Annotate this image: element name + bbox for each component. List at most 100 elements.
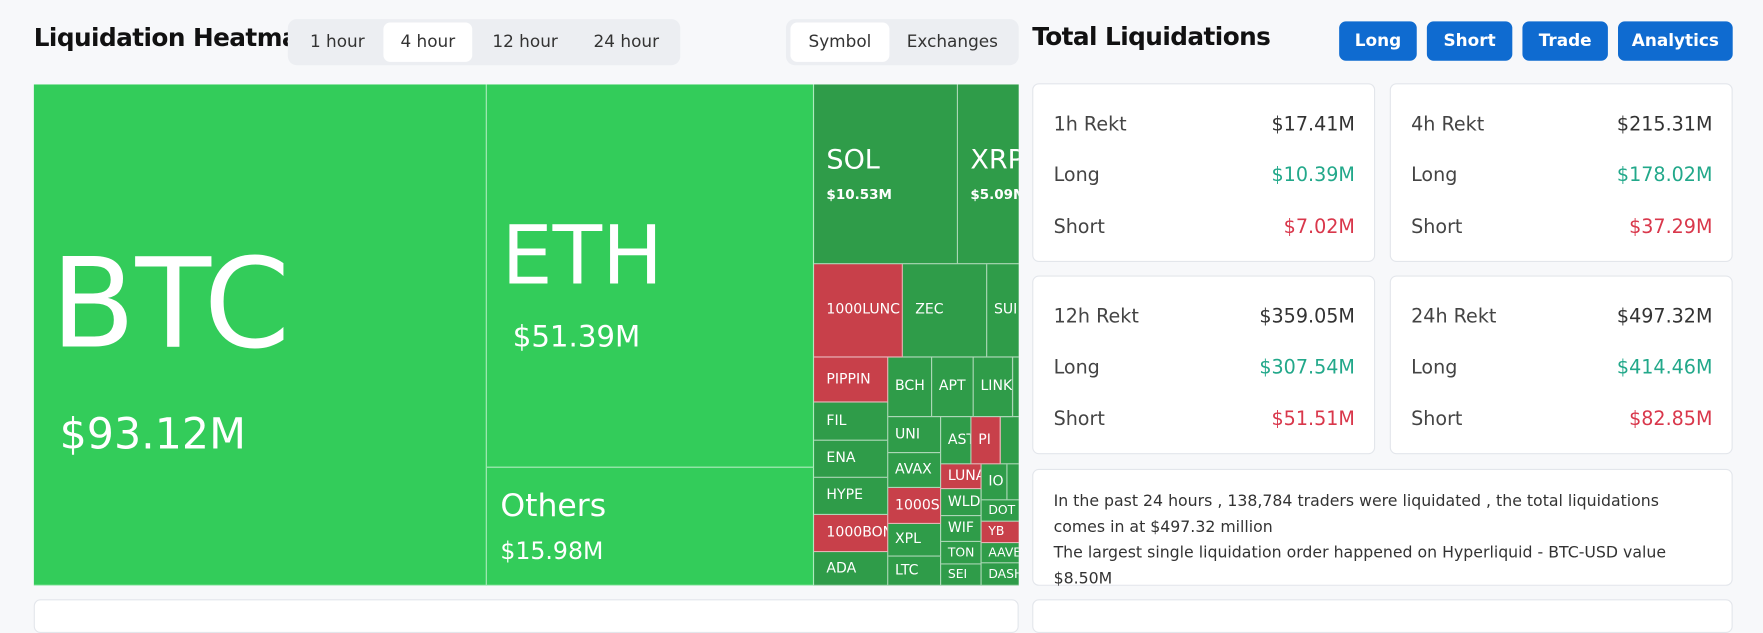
stat-row: Long $414.46M [1411, 356, 1712, 378]
stat-row: 12h Rekt $359.05M [1054, 306, 1355, 328]
tile-label: PIPPIN [826, 369, 871, 387]
tile-label: BCH [895, 376, 925, 394]
treemap-tile[interactable]: LUNA [941, 464, 982, 490]
tile-label: SUI [993, 300, 1018, 318]
stat-value: $51.51M [1271, 408, 1355, 431]
tile-label: XPL [895, 529, 921, 547]
tile-label: HYPE [826, 486, 863, 503]
tile-value: $10.53M [826, 186, 892, 203]
tile-label: SEI [947, 566, 968, 582]
stat-label: Long [1411, 164, 1458, 187]
treemap-tile[interactable]: PIPPIN [814, 357, 889, 403]
treemap-tile[interactable]: ETH $51.39M [486, 84, 815, 468]
tile-label: ENA [826, 448, 856, 466]
tile-label: ADA [826, 558, 857, 576]
treemap-tile[interactable]: APT [932, 357, 974, 418]
timeframe-tab[interactable]: 24 hour [593, 31, 660, 52]
stat-value: $497.32M [1616, 305, 1713, 329]
stat-row: 4h Rekt $215.31M [1411, 114, 1712, 136]
treemap-tile[interactable]: WLD [941, 489, 982, 517]
tile-label: Others [500, 486, 607, 524]
view-tabs: Symbol Exchanges [785, 19, 1019, 66]
treemap-tile[interactable]: Others $15.98M [486, 467, 815, 586]
next-card [33, 599, 1019, 633]
stat-card: 12h Rekt $359.05M Long $307.54M Short $51.51M [1032, 275, 1376, 455]
timeframe-tab[interactable]: 4 hour [383, 22, 473, 62]
treemap-tile[interactable]: XPL [888, 523, 942, 557]
stat-label: Long [1053, 164, 1100, 187]
stat-row: 24h Rekt $497.32M [1411, 306, 1712, 328]
treemap: BTC $93.12M ETH $51.39M Others $15.98M SOL $10.… [33, 84, 1019, 586]
treemap-tile[interactable]: SOL $10.53M [814, 84, 958, 265]
treemap-tile[interactable]: ZEC [902, 264, 988, 358]
tile-label: WIF [947, 518, 975, 536]
treemap-tile[interactable]: 1000SATS [888, 487, 942, 524]
tile-label: AAVE [988, 544, 1019, 560]
treemap-tile[interactable]: 1000LUNC [814, 264, 903, 358]
stat-row: Short $51.51M [1054, 408, 1355, 430]
treemap-tile[interactable]: SUI [987, 264, 1019, 358]
tile-label: DASH [988, 566, 1018, 581]
treemap-tile[interactable]: IO [981, 464, 1008, 501]
treemap-tile[interactable]: WIF [941, 516, 982, 542]
treemap-tile[interactable]: FIL [814, 402, 889, 441]
treemap-tile[interactable]: TON [941, 541, 982, 565]
treemap-tile[interactable]: DOT [981, 500, 1019, 522]
tile-value: $15.98M [500, 537, 604, 565]
tile-value: $93.12M [59, 409, 246, 459]
stat-value: $178.02M [1616, 164, 1713, 187]
treemap-tile [1000, 417, 1019, 465]
action-button[interactable]: Short [1426, 21, 1513, 61]
treemap-tile [1013, 357, 1019, 418]
summary-text: In the past 24 hours , 138,784 traders w… [1053, 492, 1659, 537]
tile-label: FIL [826, 411, 847, 429]
tile-label: BTC [50, 231, 291, 376]
action-button[interactable]: Long [1339, 21, 1417, 61]
timeframe-tab[interactable]: 12 hour [492, 31, 558, 52]
treemap-tile[interactable]: BTC $93.12M [33, 84, 487, 586]
treemap-tile[interactable]: AVAX [888, 453, 942, 488]
treemap-tile[interactable]: DASH [981, 563, 1019, 586]
treemap-tile[interactable]: LINK [973, 357, 1014, 418]
tile-label: LINK [980, 376, 1013, 394]
treemap-tile[interactable]: BCH [888, 357, 933, 418]
treemap-tile[interactable]: ASTER [941, 417, 972, 465]
action-button[interactable]: Trade [1522, 21, 1608, 61]
tile-label: 1000BONK [826, 523, 887, 540]
treemap-tile[interactable]: UNI [888, 417, 942, 454]
tile-label: DOT [988, 502, 1016, 518]
timeframe-tabs: 1 hour 4 hour 12 hour 24 hour [287, 19, 681, 66]
treemap-tile[interactable]: ADA [814, 552, 889, 586]
tile-label: APT [938, 376, 966, 394]
tile-label: PI [978, 430, 991, 448]
treemap-tile[interactable]: LTC [888, 556, 942, 586]
panel-title: Total Liquidations [1032, 23, 1271, 52]
tile-label: 1000SATS [895, 495, 940, 513]
treemap-tile[interactable]: HYPE [814, 477, 889, 515]
treemap-tile[interactable]: YB [981, 521, 1019, 544]
stat-label: Short [1053, 408, 1105, 431]
tile-label: ASTER [947, 430, 970, 448]
stat-value: $82.85M [1629, 408, 1713, 431]
tile-label: 1000LUNC [826, 300, 900, 318]
treemap-tile[interactable]: SEI [941, 564, 982, 586]
treemap-tile[interactable]: 1000BONK [814, 514, 889, 553]
stat-card: 24h Rekt $497.32M Long $414.46M Short $82.85M [1389, 275, 1733, 455]
tile-label: WLD [947, 492, 981, 510]
treemap-tile[interactable]: PI [971, 417, 1001, 465]
tile-label: IO [988, 471, 1004, 489]
screen: Liquidation Heatmap 1 hour 4 hour 12 hour 2… [33, 19, 1733, 633]
treemap-tile[interactable]: XRP $5.09M [957, 84, 1019, 265]
stat-label: Short [1053, 215, 1105, 239]
treemap-tile[interactable]: AAVE [981, 543, 1019, 564]
stat-value: $359.05M [1259, 305, 1355, 329]
stat-row: Short $37.29M [1411, 216, 1712, 238]
timeframe-tab[interactable]: 1 hour [309, 31, 365, 52]
summary-text: The largest single liquidation order hap… [1053, 544, 1667, 589]
action-button[interactable]: Analytics [1618, 21, 1733, 61]
view-tab[interactable]: Symbol [790, 22, 890, 62]
stat-row: Long $178.02M [1411, 164, 1712, 186]
stat-label: 4h Rekt [1411, 113, 1485, 137]
treemap-tile[interactable]: ENA [814, 440, 889, 478]
view-tab[interactable]: Exchanges [906, 31, 998, 52]
